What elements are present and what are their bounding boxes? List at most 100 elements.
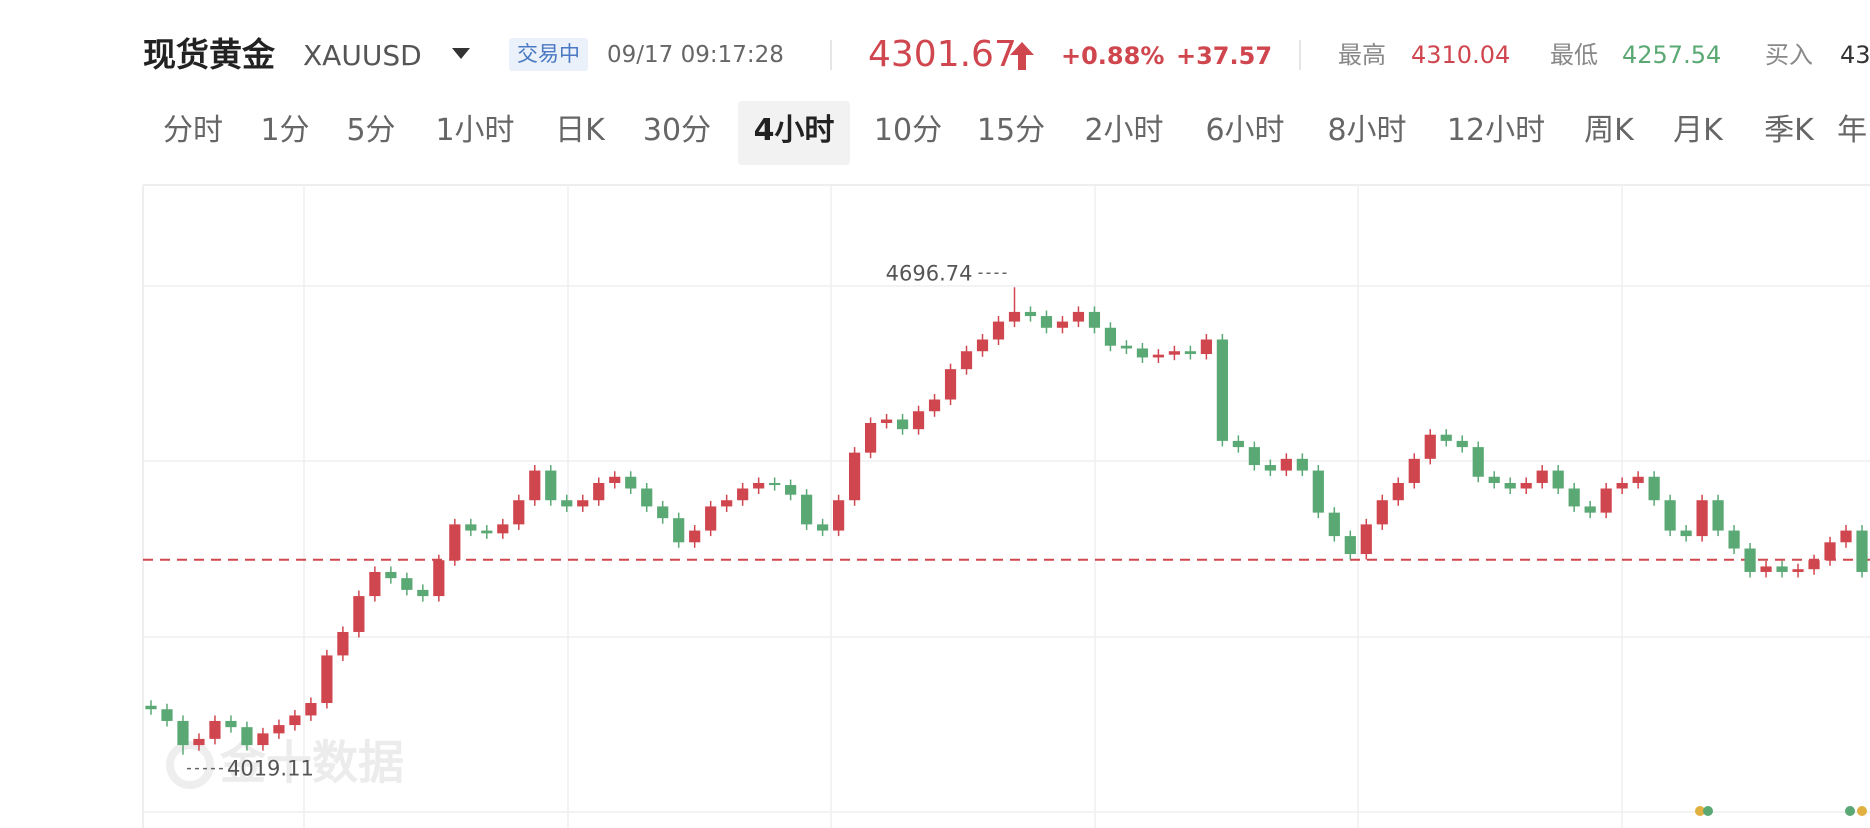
separator [1299,40,1301,70]
candle-body [209,720,221,739]
candle-body [385,571,397,579]
candle-body [1280,458,1292,471]
candle-body [1216,339,1228,441]
interval-tab[interactable]: 分时 [163,113,223,148]
candle-body [1568,488,1580,507]
candle-body [817,524,829,531]
change: +37.57 [1176,42,1273,70]
interval-tab[interactable]: 1小时 [435,113,515,148]
indicator-dot [1703,806,1713,816]
candle-body [1536,470,1548,483]
candle-body [1088,311,1101,328]
candle-body [1328,512,1340,537]
symbol[interactable]: XAUUSD [303,39,422,72]
candle-body [1680,530,1692,537]
candle-body [1136,348,1149,358]
candle-body [769,482,781,486]
candle-body [1152,354,1165,358]
candle-body [1376,500,1388,525]
candle-body [1792,569,1804,572]
candle-body [1424,434,1436,459]
candle-body [1504,482,1516,489]
candle-body [289,715,301,726]
candle-body [641,488,653,507]
high-value: 4310.04 [1411,41,1511,69]
interval-tab[interactable]: 4小时 [753,113,835,148]
candle-body [577,500,589,507]
candle-body [417,589,429,597]
candle-body [1040,316,1053,328]
candle-body [625,476,637,489]
candle-body [1168,351,1180,355]
last-price: 4301.67 [868,34,1017,75]
candle-body [1104,327,1117,346]
interval-tab[interactable]: 周K [1584,113,1634,148]
candle-body [273,725,285,734]
candle-body [1696,500,1708,537]
bid-label: 买入 [1765,41,1813,69]
candle-body [1184,351,1196,354]
change-pct: +0.88% [1061,42,1165,70]
bid-value: 43 [1840,41,1870,69]
candle-body [880,419,893,423]
watermark-logo [166,741,214,789]
candle-body [689,530,701,543]
dropdown-arrow[interactable] [452,48,470,60]
candle-body [1232,440,1244,448]
interval-tab[interactable]: 8小时 [1327,113,1407,148]
candle-body [1712,500,1724,531]
interval-tab[interactable]: 2小时 [1084,113,1164,148]
candle-body [1600,488,1612,513]
tab-highlight [738,101,850,165]
candle-body [992,321,1005,340]
interval-tab[interactable]: 15分 [976,113,1046,148]
candle-body [976,339,989,352]
interval-tab[interactable]: 12小时 [1446,113,1546,148]
candle-body [401,578,413,590]
candle-body [1664,500,1676,531]
interval-tab[interactable]: 5分 [346,113,396,148]
up-arrow [1010,42,1034,70]
candle-body [1472,447,1484,477]
candle-body [1120,345,1133,349]
low-label: 最低 [1550,41,1598,69]
interval-tab[interactable]: 30分 [642,113,712,148]
candle-body [1808,560,1820,570]
candle-body [705,506,717,531]
min-label: 4019.11 [227,757,314,781]
candle-body [1488,476,1500,483]
candle-body [1408,458,1420,483]
interval-tab[interactable]: 月K [1673,113,1723,148]
candle-body [721,500,733,507]
candle-body [561,500,573,507]
separator [830,40,832,70]
candle-body [321,655,333,704]
candle-body [161,709,173,721]
interval-tab[interactable]: 6小时 [1205,113,1285,148]
candle-body [433,560,445,597]
interval-tab[interactable]: 季K [1764,113,1814,148]
candle-body [1728,530,1740,549]
candle-body [1296,458,1308,471]
candle-body [1248,447,1260,466]
candle-body [481,530,493,534]
candle-body [1840,530,1852,543]
interval-tab[interactable]: 10分 [873,113,943,148]
candle-body [1632,476,1644,483]
candle-body [960,351,973,370]
candle-body [896,419,909,430]
interval-tab[interactable]: 年K [1837,113,1870,148]
candle-body [609,476,621,483]
candle-body [657,506,669,519]
candle-body [1776,566,1788,572]
candle-body [673,518,685,543]
interval-tab[interactable]: 日K [555,113,605,148]
indicator-dot [1845,806,1855,816]
candle-body [1008,311,1021,322]
candle-body [1552,470,1564,489]
candle-body [1024,311,1037,317]
candle-body [513,500,525,525]
candle-body [545,470,557,501]
interval-tab[interactable]: 1分 [260,113,310,148]
